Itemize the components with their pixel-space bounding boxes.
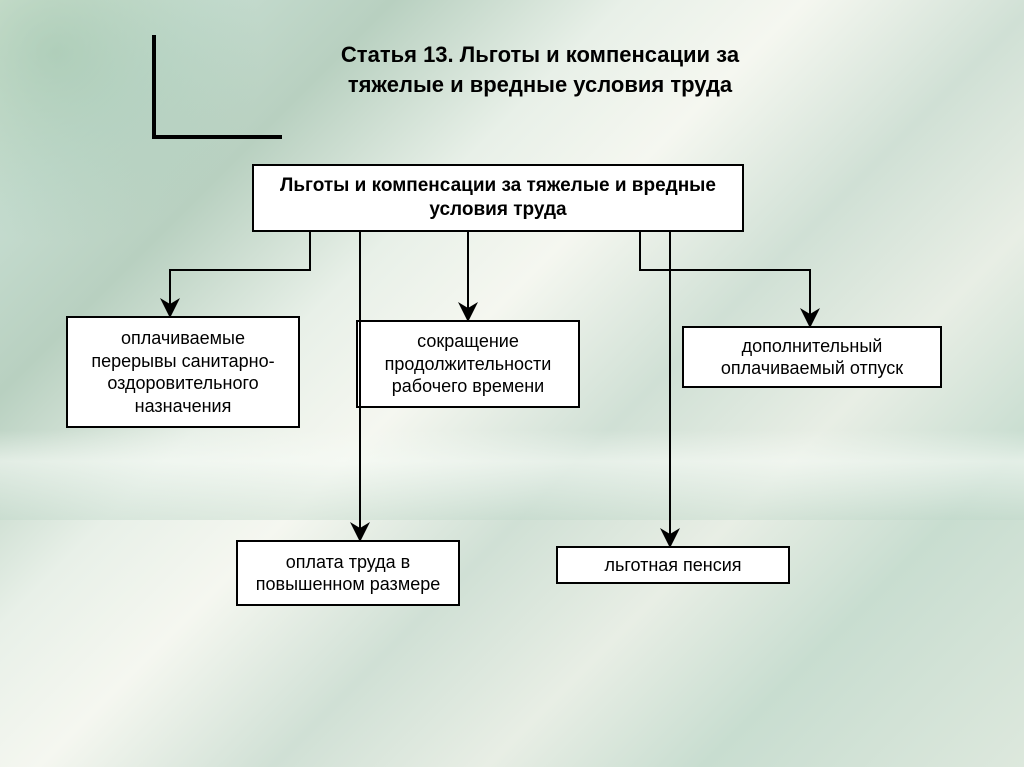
node-reduced-hours: сокращение продолжительности рабочего вр… bbox=[356, 320, 580, 408]
node-preferential-pension: льготная пенсия bbox=[556, 546, 790, 584]
node-reduced-hours-label: сокращение продолжительности рабочего вр… bbox=[368, 330, 568, 398]
node-higher-pay: оплата труда в повышенном размере bbox=[236, 540, 460, 606]
title-line2: тяжелые и вредные условия труда bbox=[260, 70, 820, 100]
node-preferential-pension-label: льготная пенсия bbox=[604, 554, 741, 577]
node-extra-leave: дополнительный оплачиваемый отпуск bbox=[682, 326, 942, 388]
node-higher-pay-label: оплата труда в повышенном размере bbox=[248, 551, 448, 596]
page-title: Статья 13. Льготы и компенсации за тяжел… bbox=[260, 40, 820, 99]
root-node-label: Льготы и компенсации за тяжелые и вредны… bbox=[264, 174, 732, 222]
node-paid-breaks-label: оплачиваемые перерывы санитарно-оздорови… bbox=[78, 327, 288, 417]
node-paid-breaks: оплачиваемые перерывы санитарно-оздорови… bbox=[66, 316, 300, 428]
title-corner-rule bbox=[152, 35, 156, 135]
root-node: Льготы и компенсации за тяжелые и вредны… bbox=[252, 164, 744, 232]
node-extra-leave-label: дополнительный оплачиваемый отпуск bbox=[694, 335, 930, 380]
title-line1: Статья 13. Льготы и компенсации за bbox=[260, 40, 820, 70]
